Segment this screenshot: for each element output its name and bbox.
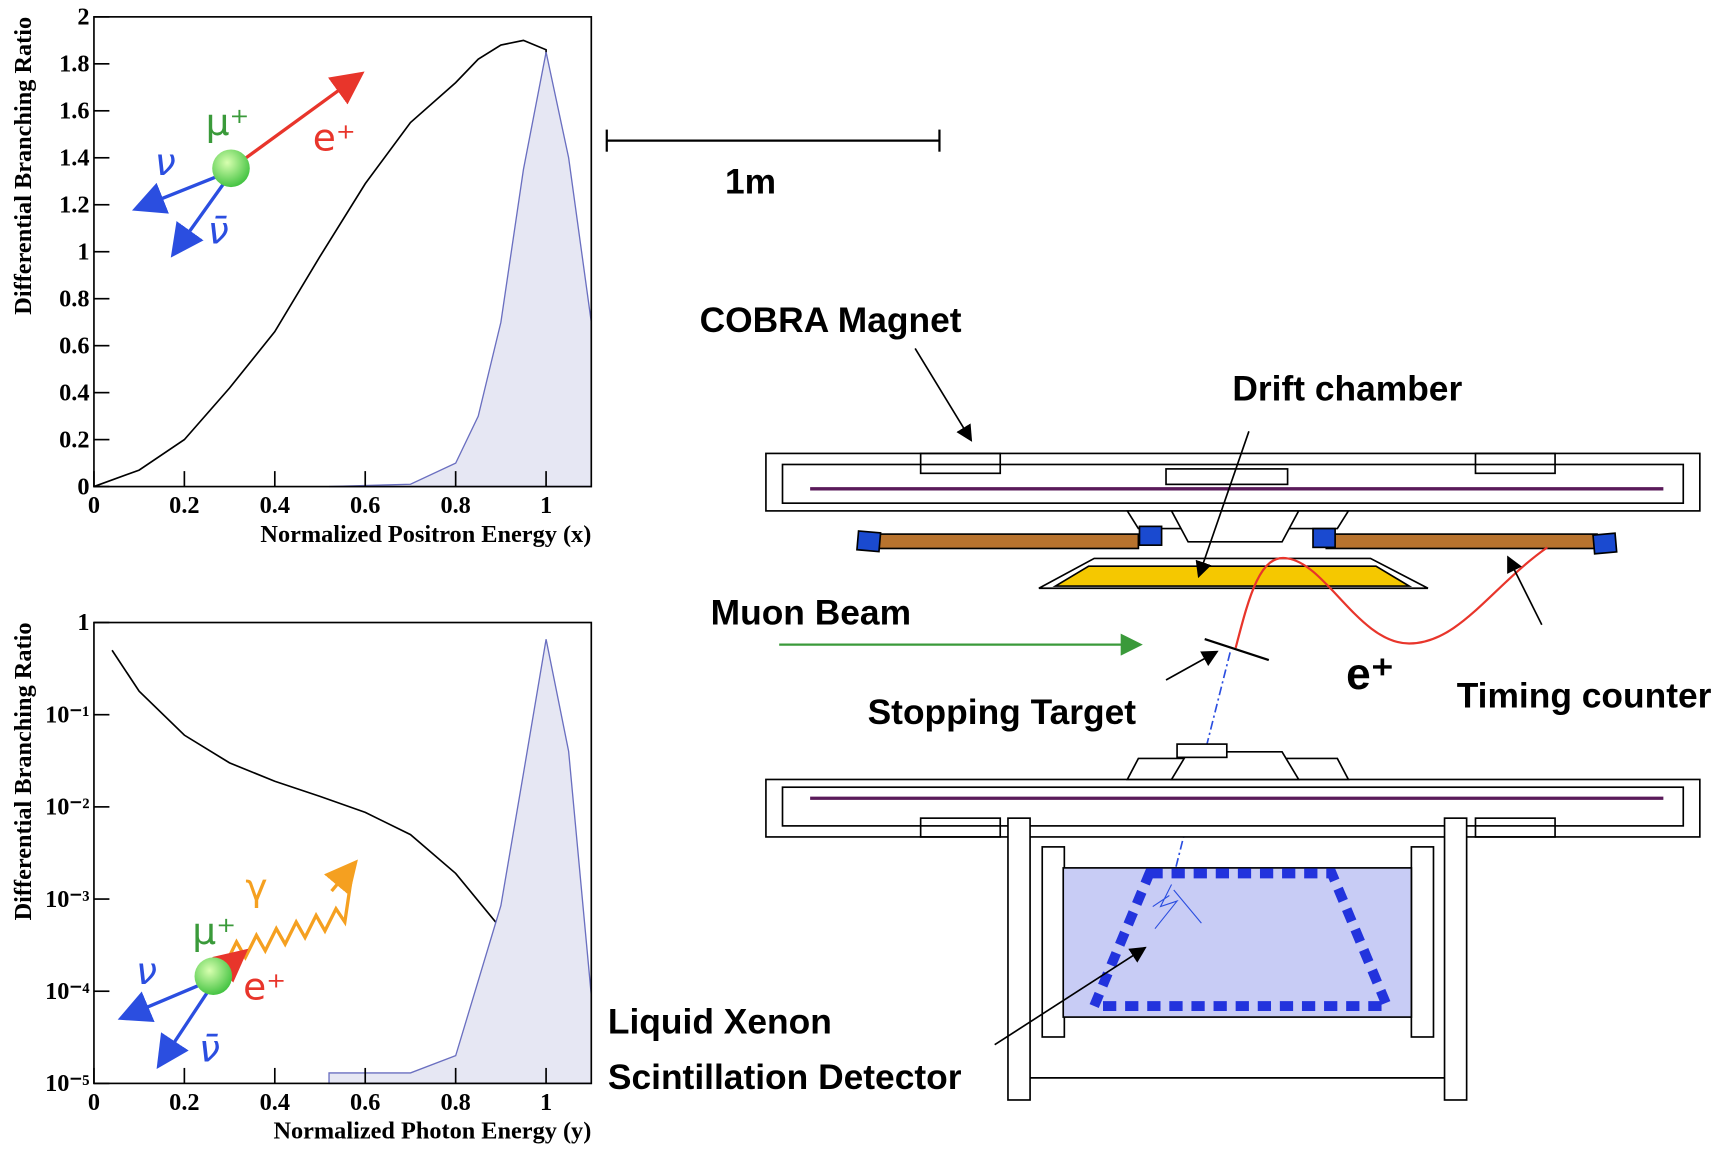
annotation: μ⁺ [192, 909, 236, 953]
annotation: μ⁺ [206, 100, 250, 144]
x-axis-label: Normalized Positron Energy (x) [260, 521, 591, 548]
annotation: ν̄ [199, 1026, 220, 1070]
label: COBRA Magnet [700, 301, 962, 340]
label: Muon Beam [711, 594, 911, 633]
area [329, 52, 591, 486]
label: Stopping Target [868, 693, 1137, 732]
annotation: ν [155, 140, 176, 184]
label: Liquid Xenon [608, 1003, 832, 1042]
y-tick-label: 1.6 [59, 98, 89, 125]
y-tick-label: 0.2 [59, 426, 89, 453]
x-tick-label: 0.6 [350, 1089, 380, 1116]
y-tick-label: 1.2 [59, 191, 89, 218]
label: Scintillation Detector [608, 1058, 962, 1097]
x-tick-label: 0.4 [260, 1089, 290, 1116]
annotation: γ [245, 865, 267, 909]
page: 0 0.2 0.4 0.6 0.8 1 0 0.2 0.4 0.6 0.8 1 1.2 1.4 1.6 1.8… [0, 0, 1733, 1150]
area [329, 639, 591, 1083]
y-tick-label: 1.4 [59, 145, 89, 172]
label: Timing counter [1457, 677, 1712, 716]
annotation: e⁺ [243, 964, 286, 1008]
y-tick-label: 2 [77, 4, 89, 31]
y-tick-label: 0.8 [59, 285, 89, 312]
annotation: ν [136, 949, 157, 993]
y-tick-label: 10⁻³ [45, 886, 89, 913]
x-tick-label: 0.6 [350, 492, 380, 519]
y-tick-label: 1 [77, 609, 89, 636]
x-tick-label: 0.8 [440, 1089, 470, 1116]
y-tick-label: 0.4 [59, 379, 89, 406]
decay-inset: μ⁺ e⁺ ν ν̄ [138, 75, 359, 252]
y-tick-label: 0.6 [59, 332, 89, 359]
y-tick-label: 10⁻² [45, 794, 89, 821]
x-axis-label: Normalized Photon Energy (y) [273, 1118, 591, 1145]
label: e⁺ [1346, 650, 1394, 699]
y-tick-label: 1.8 [59, 51, 89, 78]
y-tick-label: 10⁻⁴ [45, 978, 90, 1005]
x-tick-label: 0.8 [440, 492, 470, 519]
x-tick-label: 0.2 [169, 492, 199, 519]
y-tick-label: 1 [77, 238, 89, 265]
scale-label: 1m [725, 163, 776, 202]
y-tick-label: 10⁻¹ [45, 701, 89, 728]
y-axis-label: Differential Branching Ratio [10, 623, 37, 921]
x-tick-label: 0 [88, 1089, 100, 1116]
figure: 0 0.2 0.4 0.6 0.8 1 0 0.2 0.4 0.6 0.8 1 1.2 1.4 1.6 1.8… [0, 0, 1733, 1150]
annotation: ν̄ [208, 208, 229, 252]
y-tick-label: 10⁻⁵ [45, 1070, 89, 1097]
x-tick-label: 0.4 [260, 492, 290, 519]
x-tick-label: 1 [540, 1089, 552, 1116]
y-tick-label: 0 [77, 473, 89, 500]
y-axis-label: Differential Branching Ratio [10, 17, 37, 315]
label: Drift chamber [1232, 369, 1462, 408]
x-tick-label: 0.2 [169, 1089, 199, 1116]
annotation: e⁺ [313, 116, 356, 160]
x-tick-label: 0 [88, 492, 100, 519]
x-tick-label: 1 [540, 492, 552, 519]
charts: 0 0.2 0.4 0.6 0.8 1 0 0.2 0.4 0.6 0.8 1 1.2 1.4 1.6 1.8… [10, 4, 591, 1145]
decay-inset: γ μ⁺ e⁺ ν ν̄ [124, 862, 354, 1070]
